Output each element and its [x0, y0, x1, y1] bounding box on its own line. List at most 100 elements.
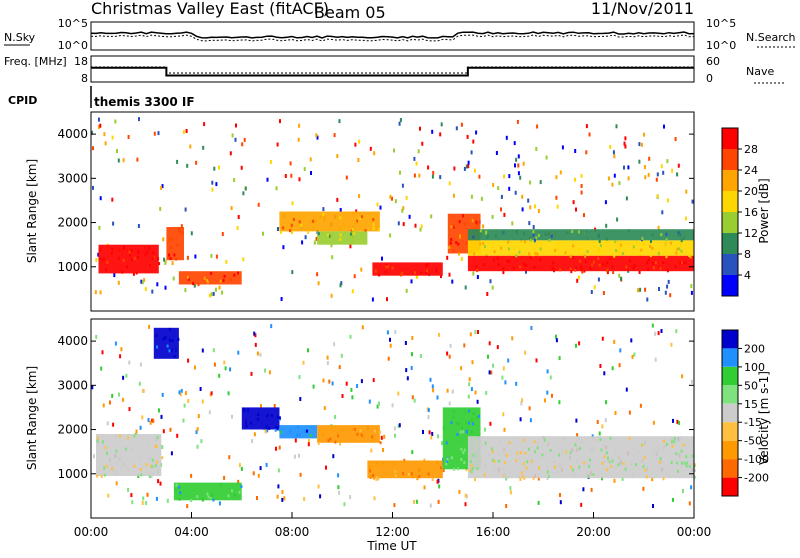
- speckle: [179, 392, 182, 397]
- speckle: [429, 377, 432, 382]
- band-fleck: [665, 255, 668, 259]
- speckle: [559, 170, 562, 175]
- band-fleck: [635, 463, 637, 467]
- band-fleck: [452, 249, 455, 253]
- band-fleck: [291, 230, 293, 234]
- speckle: [349, 244, 352, 249]
- speckle: [436, 479, 439, 484]
- band-fleck: [298, 220, 301, 224]
- band-fleck: [475, 265, 478, 269]
- speckle: [231, 414, 233, 419]
- band-fleck: [570, 465, 573, 469]
- speckle: [158, 408, 160, 413]
- band-fleck: [130, 444, 133, 447]
- speckle: [627, 176, 630, 181]
- speckle: [138, 117, 140, 122]
- band-fleck: [356, 432, 359, 436]
- speckle: [411, 336, 414, 340]
- speckle: [411, 450, 414, 455]
- band-fleck: [506, 259, 509, 263]
- speckle: [446, 351, 449, 356]
- band-fleck: [519, 478, 522, 481]
- speckle: [466, 134, 469, 139]
- band-fleck: [465, 421, 468, 424]
- speckle: [322, 207, 325, 212]
- speckle: [143, 278, 146, 283]
- frequency-panel: Freq. [MHz] 18 8 60 0 Nave: [4, 55, 784, 85]
- velocity-y-ticks: 1000 2000 3000 4000: [57, 334, 694, 481]
- band-fleck: [282, 226, 285, 230]
- band-fleck: [106, 451, 108, 455]
- speckle: [391, 196, 393, 201]
- band-fleck: [339, 227, 342, 231]
- speckle: [112, 221, 115, 226]
- colorbar-segment: [722, 275, 738, 296]
- band-fleck: [533, 265, 536, 269]
- speckle: [489, 279, 492, 284]
- x-ticks: 00:00 04:00 08:00 12:00 16:00 20:00 00:00: [74, 512, 711, 539]
- speckle: [127, 135, 130, 139]
- speckle: [152, 418, 155, 423]
- band-fleck: [307, 230, 310, 234]
- speckle: [519, 417, 522, 422]
- power-colorbar-label: Power [dB]: [757, 178, 771, 243]
- speckle: [298, 453, 300, 458]
- band-fleck: [369, 465, 371, 469]
- band-fleck: [463, 222, 466, 226]
- band-fleck: [290, 223, 293, 227]
- band-fleck: [117, 256, 120, 260]
- speckle: [656, 194, 659, 199]
- speckle: [537, 476, 540, 481]
- band-fleck: [354, 221, 357, 225]
- cpid-panel: CPID themis 3300 IF: [8, 86, 195, 109]
- band-fleck: [276, 415, 279, 419]
- speckle: [578, 341, 581, 346]
- band-fleck: [693, 475, 696, 479]
- band-fleck: [550, 234, 553, 238]
- speckle: [419, 354, 422, 358]
- band-fleck: [177, 227, 180, 231]
- speckle: [411, 395, 414, 400]
- band-fleck: [677, 233, 680, 237]
- speckle: [657, 225, 660, 230]
- band-fleck: [157, 257, 160, 261]
- speckle: [676, 172, 679, 177]
- band-fleck: [569, 267, 572, 271]
- speckle: [254, 342, 257, 347]
- speckle: [609, 144, 612, 149]
- band-fleck: [175, 483, 178, 487]
- band-fleck: [476, 467, 479, 471]
- speckle: [475, 130, 478, 135]
- speckle: [603, 371, 606, 376]
- band-fleck: [508, 260, 511, 263]
- speckle: [313, 240, 316, 245]
- speckle: [141, 501, 144, 505]
- speckle: [404, 341, 407, 345]
- speckle: [474, 330, 477, 335]
- band-fleck: [352, 227, 355, 231]
- band-fleck: [644, 468, 647, 472]
- speckle: [259, 466, 262, 471]
- speckle: [555, 175, 558, 180]
- speckle: [118, 392, 120, 397]
- band-fleck: [499, 440, 501, 444]
- speckle: [441, 441, 443, 446]
- band-fleck: [227, 494, 230, 498]
- band-fleck: [210, 494, 213, 498]
- speckle: [474, 168, 476, 173]
- speckle: [230, 206, 233, 211]
- speckle: [397, 391, 400, 396]
- speckle: [428, 430, 431, 435]
- speckle: [611, 182, 614, 187]
- band-fleck: [469, 468, 471, 472]
- speckle: [369, 146, 372, 151]
- band-fleck: [662, 445, 665, 449]
- band-fleck: [360, 433, 363, 437]
- band-fleck: [666, 269, 669, 273]
- band-fleck: [526, 460, 529, 464]
- band-fleck: [306, 429, 308, 433]
- band-fleck: [152, 251, 155, 255]
- band-fleck: [592, 447, 595, 451]
- colorbar-segment: [722, 366, 738, 386]
- speckle: [393, 426, 396, 431]
